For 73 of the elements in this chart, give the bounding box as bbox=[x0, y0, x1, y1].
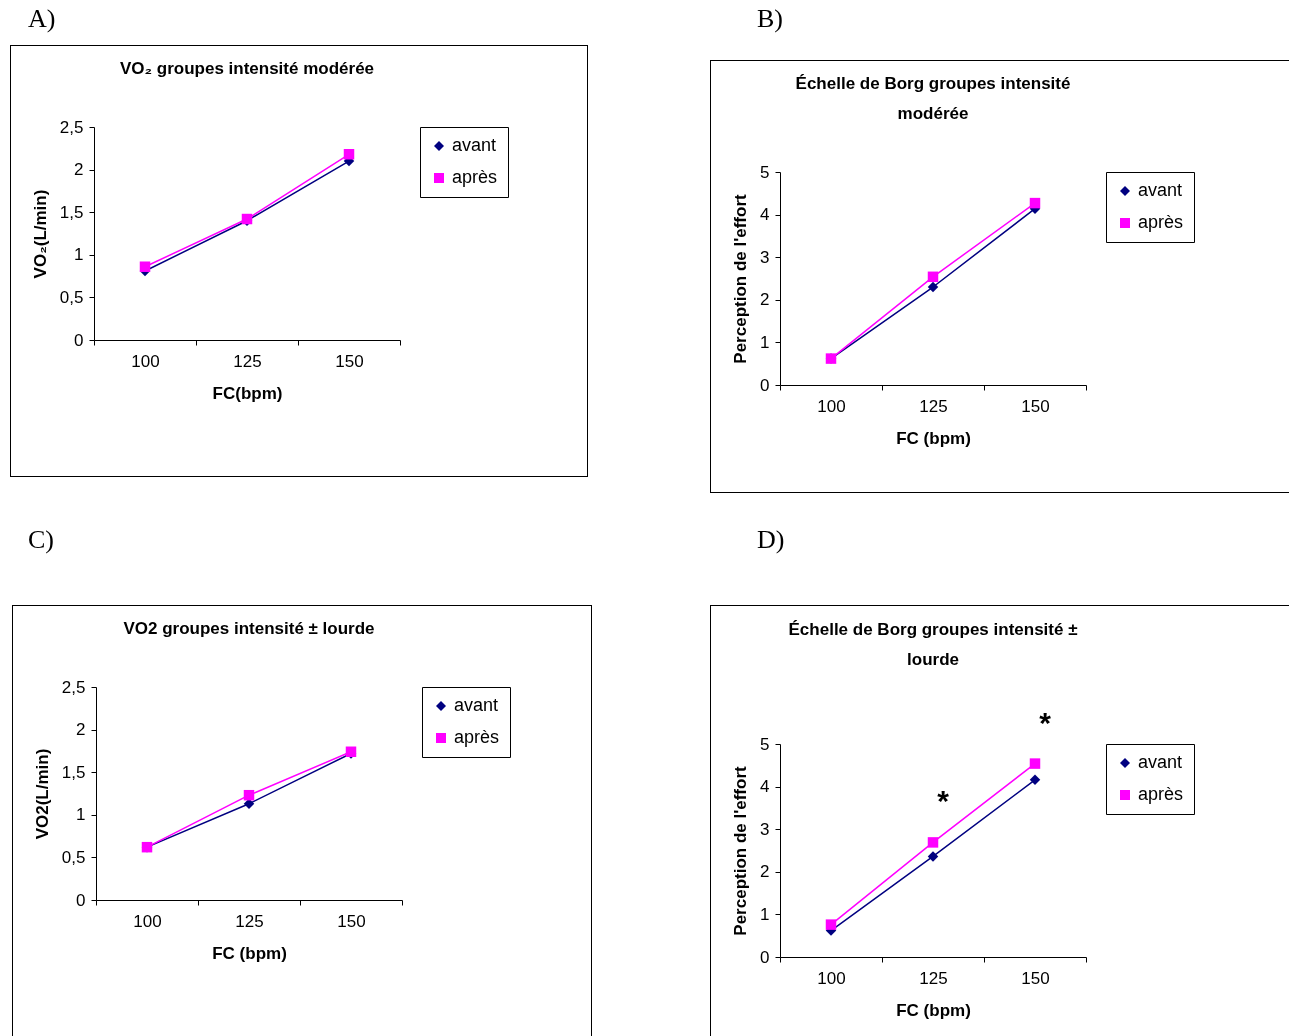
y-axis-title: VO₂(L/min) bbox=[30, 189, 50, 279]
point bbox=[927, 271, 939, 283]
y-tick-label: 5 bbox=[760, 162, 770, 182]
annotation: * bbox=[937, 784, 950, 818]
legend-label: avant bbox=[1138, 180, 1183, 200]
x-tick-label: 125 bbox=[233, 351, 262, 371]
y-tick-label: 0,5 bbox=[59, 287, 84, 307]
y-tick-label: 2 bbox=[76, 720, 86, 740]
y-tick-label: 1 bbox=[760, 332, 770, 352]
point bbox=[1029, 758, 1041, 769]
x-axis-title: FC(bpm) bbox=[212, 383, 283, 403]
chart-title: Échelle de Borg groupes intensité ± lourde bbox=[788, 619, 1078, 669]
y-tick-label: 2 bbox=[760, 862, 770, 882]
x-tick-label: 100 bbox=[131, 351, 160, 371]
y-tick-label: 3 bbox=[760, 247, 770, 267]
legend-label: après bbox=[1138, 212, 1184, 232]
x-tick-label: 150 bbox=[335, 351, 364, 371]
chart-title: VO₂ groupes intensité modérée bbox=[119, 59, 375, 78]
y-tick-label: 4 bbox=[760, 777, 770, 797]
y-tick-label: 2,5 bbox=[61, 677, 86, 697]
legend-label: après bbox=[1138, 784, 1184, 804]
annotation: * bbox=[1039, 705, 1052, 739]
x-axis-title: FC (bpm) bbox=[896, 1000, 971, 1020]
point bbox=[343, 149, 355, 160]
y-axis-title: Perception de l'effort bbox=[731, 194, 751, 364]
y-axis-title: Perception de l'effort bbox=[731, 766, 751, 936]
x-tick-label: 100 bbox=[133, 911, 162, 931]
y-tick-label: 0 bbox=[76, 890, 86, 910]
legend-label: après bbox=[454, 727, 500, 747]
x-tick-label: 150 bbox=[337, 911, 366, 931]
legend-label: avant bbox=[454, 695, 499, 715]
x-tick-label: 125 bbox=[919, 968, 948, 988]
x-tick-label: 100 bbox=[817, 968, 846, 988]
legend-label: avant bbox=[1138, 752, 1183, 772]
x-tick-label: 150 bbox=[1021, 396, 1050, 416]
point bbox=[1029, 197, 1041, 209]
y-tick-label: 1 bbox=[760, 904, 770, 924]
chart-title: VO2 groupes intensité ± lourde bbox=[123, 619, 375, 638]
point bbox=[825, 919, 837, 930]
y-tick-label: 5 bbox=[760, 734, 770, 754]
y-tick-label: 0,5 bbox=[61, 847, 86, 867]
y-tick-label: 3 bbox=[760, 819, 770, 839]
y-tick-label: 0 bbox=[74, 330, 84, 350]
point bbox=[927, 837, 939, 848]
y-tick-label: 2 bbox=[760, 290, 770, 310]
x-tick-label: 150 bbox=[1021, 968, 1050, 988]
y-tick-label: 4 bbox=[760, 205, 770, 225]
x-axis-title: FC (bpm) bbox=[212, 943, 287, 963]
y-tick-label: 0 bbox=[760, 947, 770, 967]
legend-label: avant bbox=[452, 135, 497, 155]
chart-title: Échelle de Borg groupes intensité modérée bbox=[795, 74, 1071, 123]
legend-label: après bbox=[452, 167, 498, 187]
x-axis-title: FC (bpm) bbox=[896, 428, 971, 448]
y-tick-label: 1 bbox=[74, 245, 84, 265]
y-tick-label: 1 bbox=[76, 805, 86, 825]
y-tick-label: 1,5 bbox=[61, 762, 86, 782]
y-tick-label: 1,5 bbox=[59, 202, 84, 222]
x-tick-label: 125 bbox=[919, 396, 948, 416]
y-tick-label: 0 bbox=[760, 375, 770, 395]
text: B) bbox=[757, 4, 783, 34]
point bbox=[139, 261, 151, 272]
y-tick-label: 2 bbox=[74, 160, 84, 180]
text: D) bbox=[757, 525, 785, 555]
y-tick-label: 2,5 bbox=[59, 117, 84, 137]
y-axis-title: VO2(L/min) bbox=[32, 748, 52, 840]
point bbox=[1029, 774, 1041, 786]
x-tick-label: 125 bbox=[235, 911, 264, 931]
point bbox=[243, 789, 255, 801]
text: A) bbox=[28, 4, 56, 34]
point bbox=[927, 281, 939, 293]
text: C) bbox=[28, 525, 54, 555]
point bbox=[927, 851, 939, 862]
x-tick-label: 100 bbox=[817, 396, 846, 416]
